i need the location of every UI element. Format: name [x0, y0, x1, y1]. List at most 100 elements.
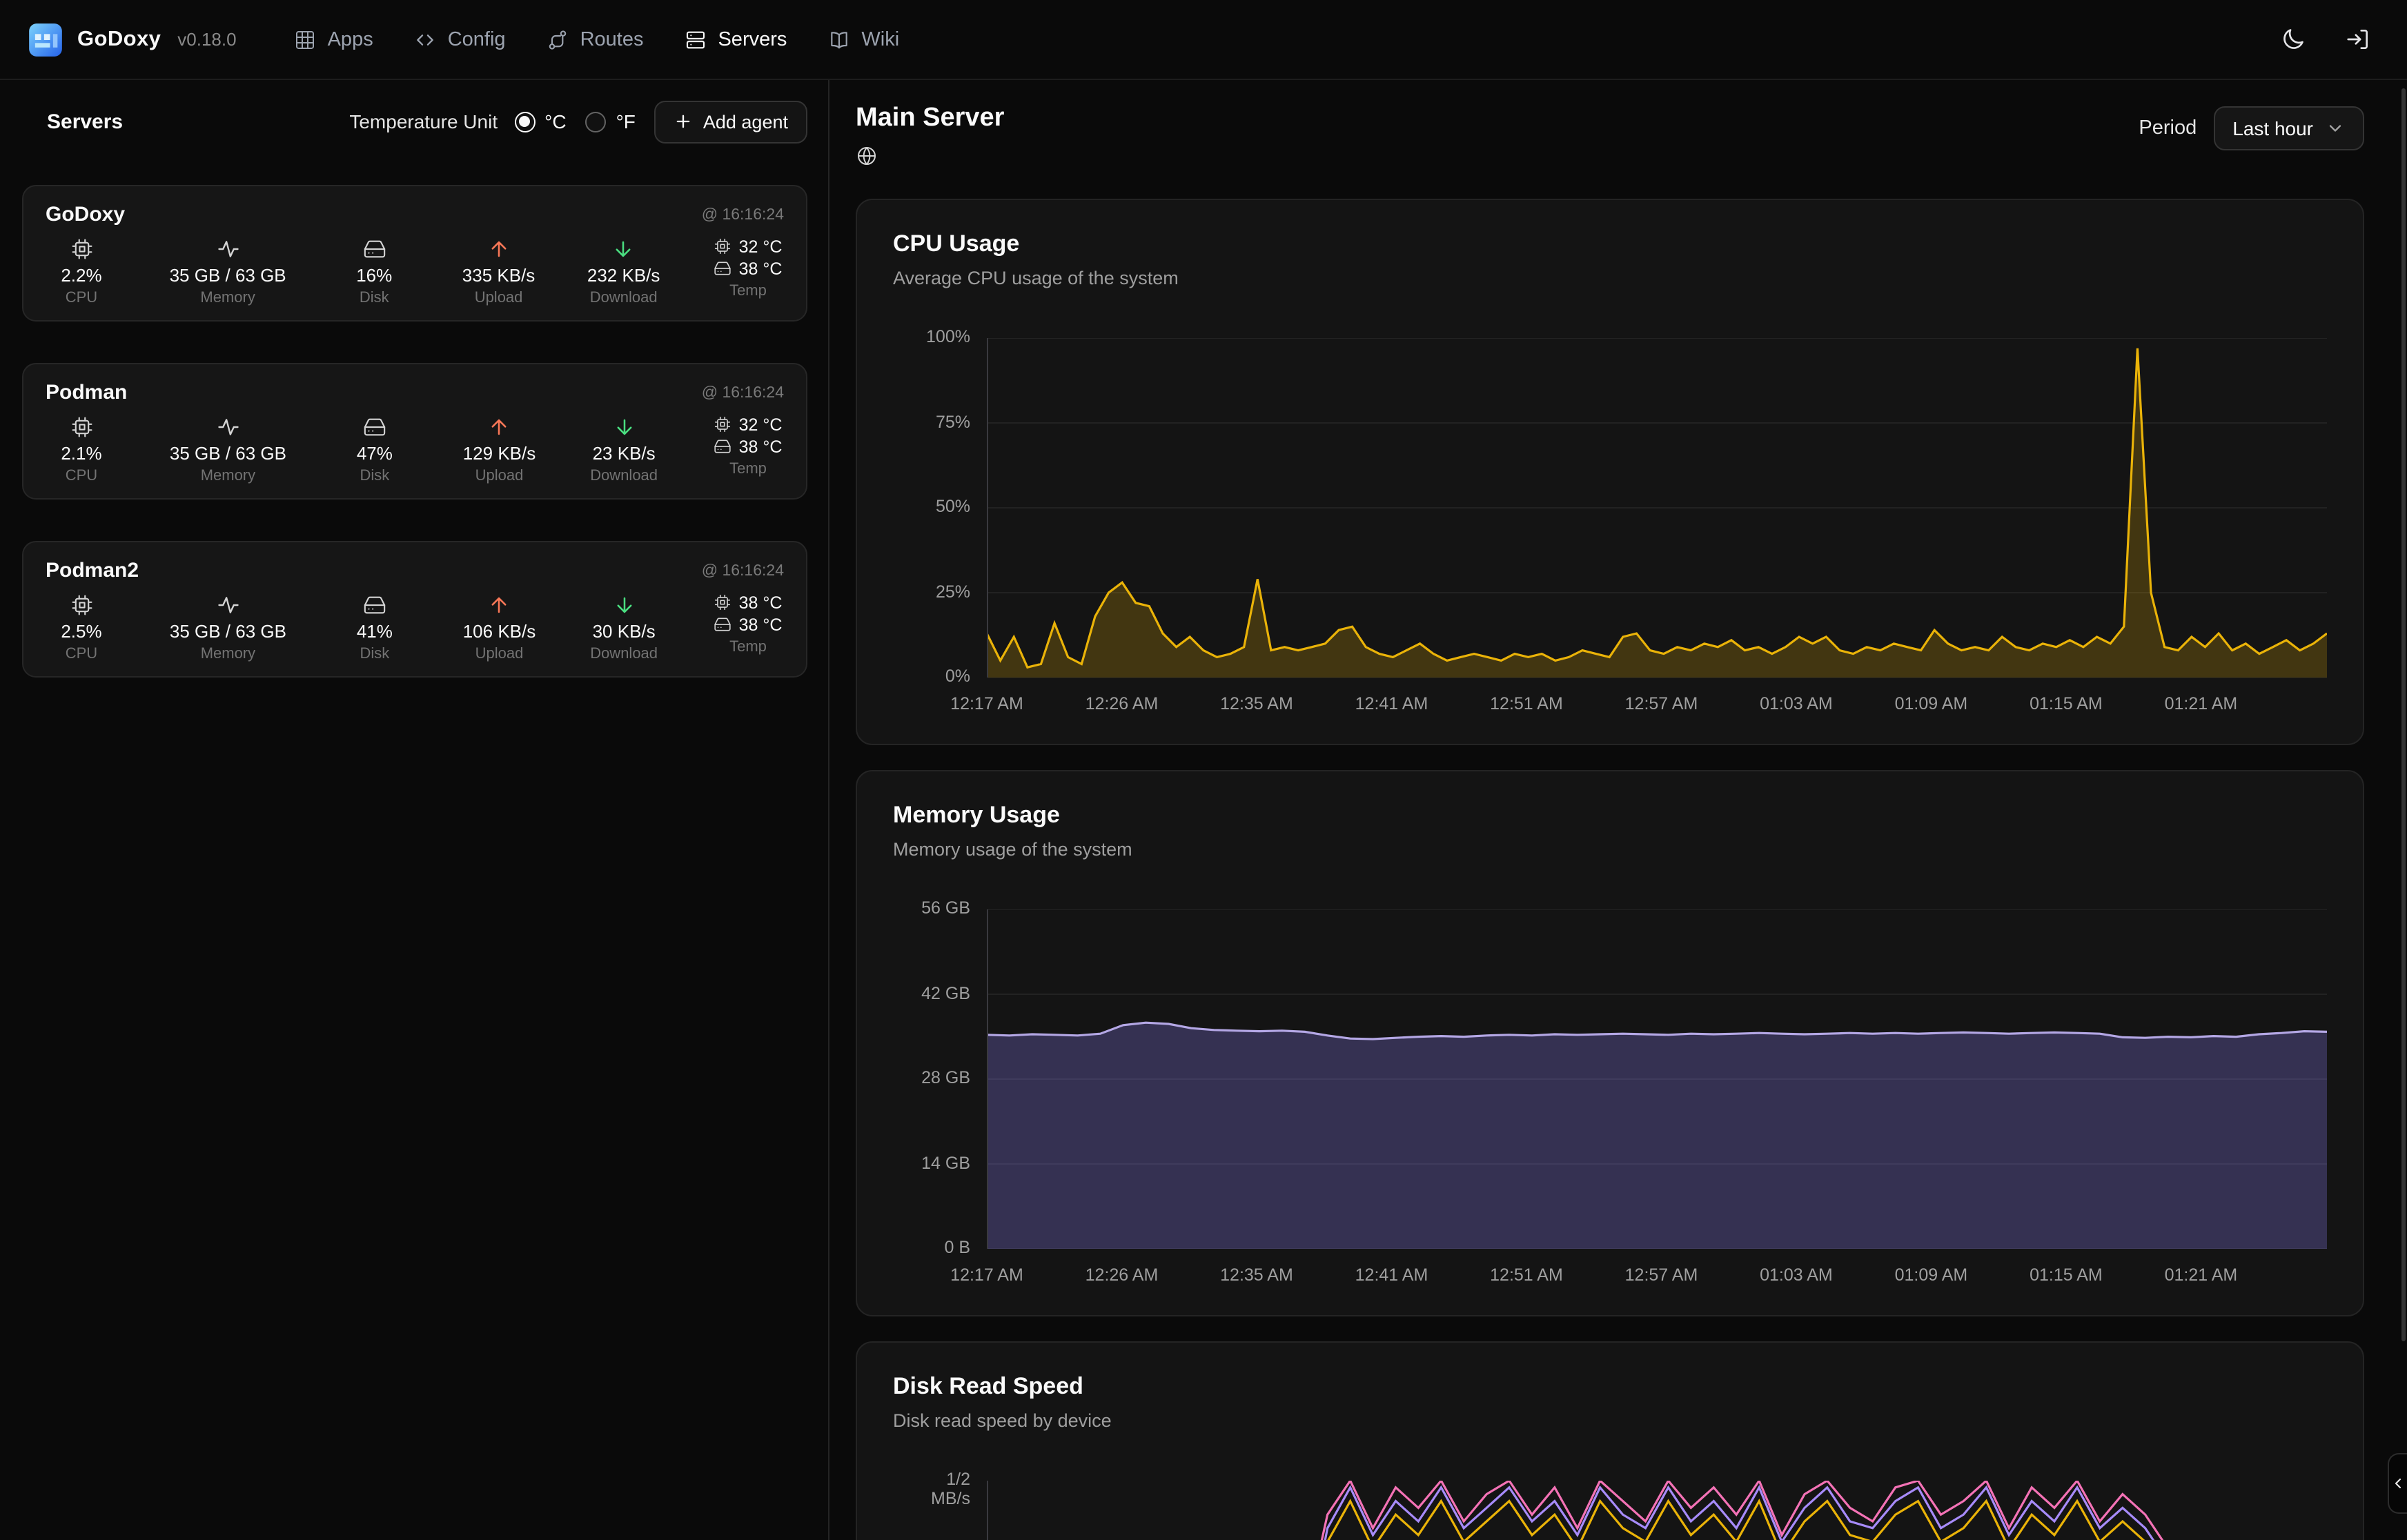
nav-item-routes[interactable]: Routes	[547, 28, 644, 50]
x-tick-label: 12:26 AM	[1085, 1265, 1159, 1285]
x-tick-label: 12:26 AM	[1085, 694, 1159, 713]
stat-upload: 106 KB/s Upload	[463, 593, 536, 662]
stat-value: 30 KB/s	[592, 621, 656, 642]
server-timestamp: @ 16:16:24	[701, 562, 784, 579]
temp-unit-option-fahrenheit[interactable]: °F	[585, 110, 636, 132]
brand[interactable]: GoDoxy v0.18.0	[28, 21, 237, 57]
x-tick-label: 12:41 AM	[1355, 1265, 1428, 1285]
page-title: Main Server	[856, 103, 1005, 132]
x-tick-label: 12:17 AM	[950, 694, 1023, 713]
stat-upload: 335 KB/s Upload	[462, 237, 536, 306]
radio-option-label: °F	[616, 110, 636, 132]
stat-value: 129 KB/s	[462, 443, 536, 464]
y-tick-label: 28 GB	[921, 1068, 970, 1087]
y-axis: 100% 75% 50% 25% 0%	[893, 327, 987, 686]
server-card-godoxy[interactable]: GoDoxy @ 16:16:24 2.2% CPU 35 GB / 63 GB Memo…	[22, 185, 807, 322]
disk-icon	[714, 259, 732, 277]
main-header: Main Server Period Last hour	[856, 103, 2364, 174]
nav-item-label: Routes	[580, 28, 644, 50]
stat-download: 232 KB/s Download	[587, 237, 660, 306]
upload-icon	[487, 415, 511, 439]
nav-item-apps[interactable]: Apps	[295, 28, 373, 50]
temp-row: 32 °C	[714, 237, 783, 257]
memory-usage-title: Memory Usage	[893, 802, 1060, 828]
disk-icon	[363, 593, 386, 617]
brand-version: v0.18.0	[177, 29, 237, 50]
download-icon	[612, 593, 636, 617]
servers-panel-header: Servers Temperature Unit °C °F Add agent	[22, 97, 807, 146]
stat-label: CPU	[65, 290, 98, 306]
stat-cpu: 2.1% CPU	[46, 415, 117, 484]
stat-label: Memory	[200, 468, 256, 484]
server-card-podman2[interactable]: Podman2 @ 16:16:24 2.5% CPU 35 GB / 63 GB Mem…	[22, 541, 807, 678]
nav-item-servers[interactable]: Servers	[685, 28, 787, 50]
nav-item-wiki[interactable]: Wiki	[828, 28, 899, 50]
servers-icon	[685, 28, 707, 50]
activity-icon	[216, 415, 239, 439]
y-tick-label: 100%	[926, 327, 970, 346]
stat-value: 2.1%	[61, 443, 102, 464]
download-icon	[612, 237, 636, 261]
y-tick-label: 14 GB	[921, 1153, 970, 1172]
panel-collapse-handle[interactable]	[2388, 1453, 2407, 1514]
stat-label: Temp	[729, 283, 767, 299]
memory-usage-chart[interactable]: 56 GB 42 GB 28 GB 14 GB 0 B 12:17 AM 12:26 AM 1…	[893, 898, 2327, 1287]
dark-mode-toggle-moon-icon[interactable]	[2280, 26, 2306, 52]
stat-label: CPU	[65, 468, 98, 484]
stat-memory: 35 GB / 63 GB Memory	[170, 593, 286, 662]
chart-plot-area[interactable]	[987, 338, 2327, 678]
memory-usage-card: Memory Usage Memory usage of the system …	[856, 770, 2364, 1316]
server-name: Podman2	[46, 559, 139, 582]
temperature-unit-label: Temperature Unit	[349, 110, 498, 132]
disk-read-speed-card: Disk Read Speed Disk read speed by devic…	[856, 1341, 2364, 1540]
servers-panel: Servers Temperature Unit °C °F Add agent …	[0, 80, 829, 1540]
temp-row: 38 °C	[714, 259, 782, 279]
stat-temp: 32 °C 38 °C Temp	[712, 415, 784, 484]
temperature-unit-control: Temperature Unit °C °F	[349, 110, 636, 132]
globe-icon[interactable]	[856, 145, 878, 167]
period-label: Period	[2139, 117, 2197, 139]
period-value: Last hour	[2232, 117, 2313, 139]
server-timestamp: @ 16:16:24	[701, 384, 784, 401]
server-name: Podman	[46, 381, 128, 404]
main-scrollbar-thumb[interactable]	[2401, 88, 2406, 1341]
stat-label: Temp	[729, 461, 767, 477]
cpu-usage-chart[interactable]: 100% 75% 50% 25% 0% 12:17 AM 12:26 AM 12:35 AM 1…	[893, 327, 2327, 716]
stat-value: 232 KB/s	[587, 265, 660, 286]
temperature-unit-radios: °C °F	[514, 110, 636, 132]
y-tick-label: 0%	[945, 667, 970, 686]
disk-read-speed-chart[interactable]: 1/2 MB/s	[893, 1470, 2327, 1540]
stat-temp: 32 °C 38 °C Temp	[712, 237, 784, 306]
stat-value: 35 GB / 63 GB	[169, 621, 286, 642]
cpu-icon	[714, 415, 732, 433]
period-select[interactable]: Last hour	[2213, 106, 2364, 150]
x-tick-label: 01:09 AM	[1894, 694, 1968, 713]
nav-items: Apps Config Routes Servers Wiki	[295, 28, 899, 50]
nav-item-config[interactable]: Config	[415, 28, 506, 50]
stat-value: 106 KB/s	[462, 621, 536, 642]
stat-label: Memory	[200, 290, 255, 306]
stat-disk: 16% Disk	[338, 237, 410, 306]
upload-icon	[487, 237, 511, 261]
stat-label: CPU	[65, 646, 98, 662]
chart-plot-area[interactable]	[987, 909, 2327, 1249]
chevron-down-icon	[2326, 119, 2345, 138]
chart-plot-area[interactable]	[987, 1481, 2327, 1540]
cpu-icon	[70, 593, 93, 617]
server-card-podman[interactable]: Podman @ 16:16:24 2.1% CPU 35 GB / 63 GB Memo…	[22, 363, 807, 500]
add-agent-button[interactable]: Add agent	[654, 100, 807, 143]
stat-value: 335 KB/s	[462, 265, 536, 286]
navbar-actions	[2280, 26, 2379, 52]
temp-value: 38 °C	[738, 615, 783, 635]
code-icon	[415, 28, 437, 50]
temp-unit-option-celsius[interactable]: °C	[514, 110, 567, 132]
temp-value: 32 °C	[738, 237, 783, 257]
stat-cpu: 2.2% CPU	[46, 237, 117, 306]
logout-icon[interactable]	[2345, 26, 2371, 52]
stat-label: Disk	[360, 468, 390, 484]
server-name: GoDoxy	[46, 203, 126, 226]
stat-memory: 35 GB / 63 GB Memory	[170, 415, 286, 484]
godoxy-logo-icon	[28, 21, 63, 57]
book-icon	[828, 28, 850, 50]
